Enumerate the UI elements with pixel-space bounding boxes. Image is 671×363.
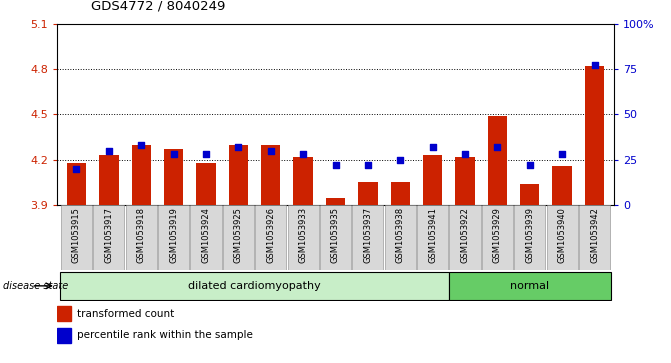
Point [136, 142, 146, 148]
Point [589, 62, 600, 68]
Text: GSM1053924: GSM1053924 [201, 207, 211, 263]
Bar [57, 328, 71, 343]
Text: GSM1053922: GSM1053922 [460, 207, 470, 263]
FancyBboxPatch shape [450, 205, 480, 270]
Text: GSM1053940: GSM1053940 [558, 207, 566, 263]
Text: GSM1053918: GSM1053918 [137, 207, 146, 263]
FancyBboxPatch shape [191, 205, 221, 270]
FancyBboxPatch shape [417, 205, 448, 270]
Text: GSM1053938: GSM1053938 [396, 207, 405, 263]
FancyBboxPatch shape [384, 205, 416, 270]
Text: GDS4772 / 8040249: GDS4772 / 8040249 [91, 0, 225, 13]
Text: normal: normal [510, 281, 550, 291]
Bar [293, 157, 313, 205]
FancyBboxPatch shape [514, 205, 546, 270]
FancyBboxPatch shape [482, 205, 513, 270]
FancyBboxPatch shape [352, 205, 383, 270]
Text: GSM1053937: GSM1053937 [364, 207, 372, 263]
Text: GSM1053942: GSM1053942 [590, 207, 599, 263]
Bar [164, 149, 183, 205]
Text: GSM1053925: GSM1053925 [234, 207, 243, 263]
FancyBboxPatch shape [288, 205, 319, 270]
Text: percentile rank within the sample: percentile rank within the sample [76, 330, 252, 340]
Bar [456, 157, 474, 205]
Point [395, 157, 406, 163]
Text: GSM1053929: GSM1053929 [493, 207, 502, 263]
Text: GSM1053935: GSM1053935 [331, 207, 340, 263]
Bar [99, 155, 119, 205]
Bar [196, 163, 215, 205]
Text: dilated cardiomyopathy: dilated cardiomyopathy [188, 281, 321, 291]
Point [557, 151, 568, 157]
Point [265, 148, 276, 154]
Point [71, 166, 82, 172]
FancyBboxPatch shape [547, 205, 578, 270]
Bar [520, 184, 539, 205]
Point [168, 151, 179, 157]
FancyBboxPatch shape [449, 272, 611, 300]
Text: GSM1053939: GSM1053939 [525, 207, 534, 263]
Bar [326, 197, 345, 205]
Point [298, 151, 309, 157]
Bar [391, 183, 410, 205]
Point [330, 162, 341, 168]
FancyBboxPatch shape [579, 205, 610, 270]
Text: disease state: disease state [3, 281, 68, 291]
Point [492, 144, 503, 150]
FancyBboxPatch shape [125, 205, 157, 270]
FancyBboxPatch shape [61, 205, 92, 270]
Text: GSM1053926: GSM1053926 [266, 207, 275, 263]
FancyBboxPatch shape [223, 205, 254, 270]
Bar [261, 144, 280, 205]
Point [427, 144, 438, 150]
FancyBboxPatch shape [255, 205, 287, 270]
Text: GSM1053915: GSM1053915 [72, 207, 81, 263]
Bar [66, 163, 86, 205]
FancyBboxPatch shape [93, 205, 124, 270]
FancyBboxPatch shape [60, 272, 449, 300]
Point [525, 162, 535, 168]
FancyBboxPatch shape [320, 205, 351, 270]
FancyBboxPatch shape [158, 205, 189, 270]
Text: GSM1053917: GSM1053917 [105, 207, 113, 263]
Bar [358, 183, 378, 205]
Bar [488, 116, 507, 205]
Text: GSM1053941: GSM1053941 [428, 207, 437, 263]
Text: GSM1053919: GSM1053919 [169, 207, 178, 263]
Point [201, 151, 211, 157]
Text: transformed count: transformed count [76, 309, 174, 319]
Bar [229, 144, 248, 205]
Bar [57, 306, 71, 321]
Text: GSM1053933: GSM1053933 [299, 207, 307, 263]
Bar [132, 144, 151, 205]
Point [103, 148, 114, 154]
Point [460, 151, 470, 157]
Point [362, 162, 373, 168]
Bar [423, 155, 442, 205]
Bar [585, 66, 605, 205]
Bar [552, 166, 572, 205]
Point [233, 144, 244, 150]
